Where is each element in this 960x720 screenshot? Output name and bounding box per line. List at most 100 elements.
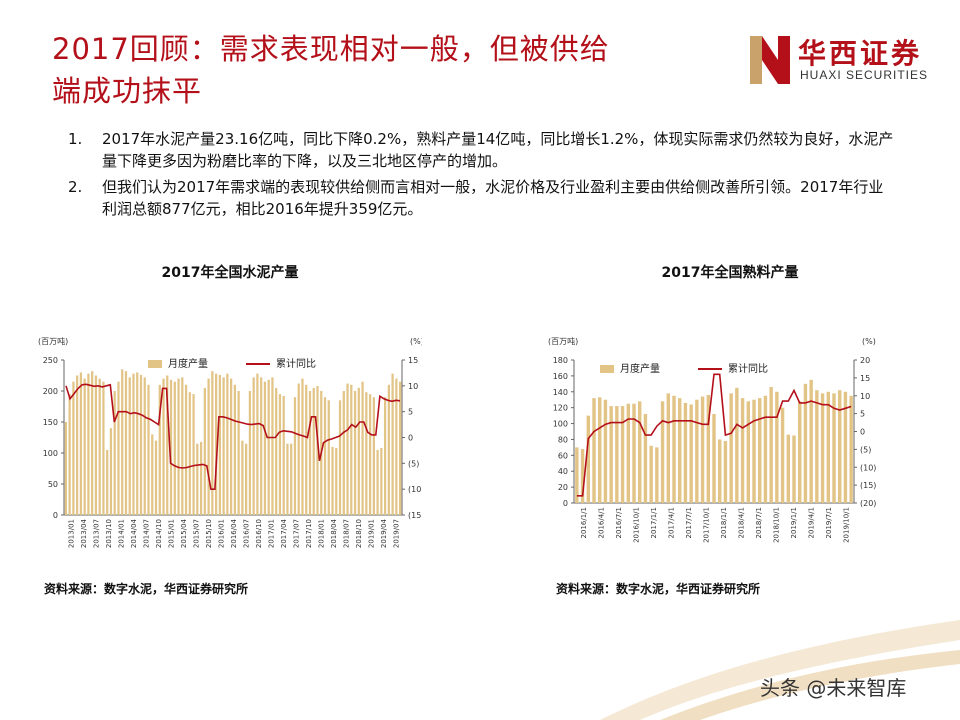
y-tick-label-right: 10 <box>408 382 418 391</box>
output-bar <box>398 381 402 515</box>
output-bar <box>308 391 312 515</box>
output-bar <box>139 374 143 515</box>
legend-label-bar: 月度产量 <box>168 357 208 370</box>
output-bar <box>735 387 739 503</box>
output-bar <box>683 402 688 503</box>
y-tick-label-right: 5 <box>860 410 865 419</box>
output-bar <box>372 397 375 515</box>
output-bar <box>723 441 728 503</box>
output-bar <box>342 391 345 515</box>
output-bar <box>64 422 68 515</box>
output-bar <box>365 392 368 515</box>
yoy-line <box>65 383 401 490</box>
output-bar <box>638 401 642 503</box>
x-tick-label: 2016/07 <box>243 519 251 548</box>
output-bar <box>575 447 579 503</box>
output-bar <box>199 441 203 515</box>
left-unit-label: (百万吨) <box>548 336 578 346</box>
x-tick-label: 2015/04 <box>180 518 188 548</box>
output-bar <box>350 384 353 515</box>
output-bar <box>181 377 184 515</box>
output-bar <box>98 378 101 515</box>
output-bar <box>143 377 146 515</box>
output-bar <box>211 371 214 515</box>
output-bar <box>72 381 75 515</box>
y-tick-label-right: (5) <box>860 445 871 454</box>
output-bar <box>632 403 636 503</box>
output-bar <box>712 414 716 503</box>
x-tick-label: 2018/10 <box>355 519 363 548</box>
output-bar <box>792 435 796 503</box>
x-tick-label: 2019/04 <box>380 518 388 548</box>
source-note-left: 资料来源：数字水泥，华西证券研究所 <box>44 582 249 596</box>
output-bar <box>305 384 308 515</box>
y-tick-label-left: 50 <box>48 480 58 489</box>
output-bar <box>214 373 218 515</box>
x-tick-label: 2016/1/1 <box>580 507 588 538</box>
output-bar <box>263 381 267 515</box>
x-tick-label: 2014/04 <box>130 518 138 548</box>
y-tick-label-right: 15 <box>408 356 418 365</box>
output-bar <box>609 406 613 503</box>
output-bar <box>786 434 790 503</box>
output-bar <box>746 401 750 503</box>
output-bar <box>203 387 206 515</box>
output-bar <box>241 440 244 515</box>
output-bar <box>809 379 813 503</box>
output-bar <box>387 384 390 515</box>
output-bar <box>79 372 83 515</box>
y-tick-label-right: (10) <box>408 485 422 494</box>
output-bar <box>826 391 830 503</box>
x-tick-label: 2018/04 <box>330 518 338 548</box>
chart-title-cement: 2017年全国水泥产量 <box>161 265 299 281</box>
output-bar <box>196 443 199 515</box>
x-tick-label: 2013/04 <box>80 518 88 548</box>
output-bar <box>700 396 705 503</box>
output-bar <box>666 393 670 503</box>
x-tick-label: 2014/01 <box>117 519 125 548</box>
output-bar <box>729 393 733 503</box>
output-bar <box>166 375 169 515</box>
y-tick-label-right: 0 <box>860 428 865 437</box>
output-bar <box>838 390 842 503</box>
output-bar <box>109 428 113 515</box>
company-logo: 华西证券 HUAXI SECURITIES <box>748 32 948 92</box>
output-bar <box>68 394 71 515</box>
right-unit-label: (%) <box>862 337 876 346</box>
x-tick-label: 2019/7/1 <box>825 507 833 538</box>
output-bar <box>740 398 745 503</box>
output-bar <box>151 434 154 515</box>
logo-text-cn: 华西证券 <box>798 37 923 70</box>
output-bar <box>177 378 180 515</box>
output-bar <box>763 395 768 503</box>
y-tick-label-left: 40 <box>558 467 568 476</box>
huaxi-logo-icon <box>750 36 790 84</box>
output-bar <box>615 406 619 503</box>
y-tick-label-left: 0 <box>563 499 568 508</box>
output-bar <box>758 398 762 503</box>
output-bar <box>154 440 158 515</box>
clinker-output-chart: (百万吨) (%)020406080100120140160180(20)(15)… <box>548 336 876 543</box>
output-bar <box>147 384 150 515</box>
output-bar <box>678 398 682 503</box>
output-bar <box>376 449 379 515</box>
output-bar <box>267 379 270 515</box>
output-bar <box>102 381 105 515</box>
y-tick-label-right: (10) <box>860 463 876 472</box>
output-bar <box>237 391 240 515</box>
output-bar <box>361 381 364 515</box>
x-tick-label: 2016/10 <box>255 519 263 548</box>
output-bar <box>301 378 304 515</box>
x-tick-label: 2016/04 <box>230 518 238 548</box>
y-tick-label-left: 20 <box>558 483 568 492</box>
x-tick-label: 2018/10/1 <box>772 507 780 543</box>
x-tick-label: 2014/10 <box>155 519 163 548</box>
output-bar <box>803 383 808 503</box>
bullet-item: 1. 2017年水泥产量23.16亿吨，同比下降0.2%，熟料产量14亿吨，同比… <box>68 128 898 172</box>
output-bar <box>626 403 630 503</box>
output-bar <box>832 393 836 503</box>
output-bar <box>83 378 86 515</box>
x-tick-label: 2019/4/1 <box>807 507 815 538</box>
x-tick-label: 2013/10 <box>105 519 113 548</box>
output-bar <box>775 391 779 503</box>
